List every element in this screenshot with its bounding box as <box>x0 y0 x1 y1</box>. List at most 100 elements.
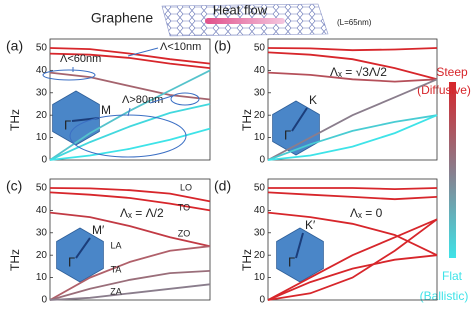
dispersion-branch <box>49 52 211 69</box>
material-label: Graphene <box>91 10 153 26</box>
path-arrow <box>75 237 91 259</box>
branch-label: LO <box>180 182 192 192</box>
panel-label: (d) <box>214 178 231 194</box>
brillouin-zone <box>56 227 104 283</box>
y-tick-label: 40 <box>36 65 48 76</box>
colorbar-top: Steep <box>436 65 468 79</box>
dispersion-branch <box>49 47 211 65</box>
pointer <box>127 47 159 57</box>
axes-frame <box>267 38 438 161</box>
dispersion-branch <box>49 187 211 203</box>
dispersion-branch <box>267 254 438 301</box>
colorbar-top-note: (Diffusive) <box>417 83 471 97</box>
branch-label: TA <box>111 264 122 274</box>
brillouin-zone <box>276 227 324 283</box>
dispersion-branch <box>49 211 211 248</box>
inset-start: Γ <box>288 254 295 269</box>
heat-flow-arrow <box>205 18 285 24</box>
y-tick-label: 50 <box>254 43 266 54</box>
colorbar-bottom-note: (Ballistic) <box>420 289 469 303</box>
y-tick-label: 10 <box>254 272 266 283</box>
y-tick-label: 10 <box>254 132 266 143</box>
dispersion-branch <box>49 103 211 161</box>
pointer <box>127 107 131 117</box>
annotation: Λ<10nm <box>160 41 201 53</box>
y-tick-label: 0 <box>41 155 47 166</box>
inset-start: Γ <box>68 254 75 269</box>
flow-label: Heat flow <box>213 2 268 17</box>
path-arrow <box>291 107 308 132</box>
y-tick-label: 20 <box>254 110 266 121</box>
dispersion-branch <box>267 218 438 301</box>
dispersion-branch <box>267 51 438 81</box>
dispersion-branch <box>267 71 438 83</box>
y-tick-label: 30 <box>36 227 48 238</box>
y-axis-label: THz <box>8 249 22 271</box>
y-tick-label: 0 <box>259 155 265 166</box>
inset-end: M <box>101 103 111 117</box>
y-tick-label: 10 <box>36 272 48 283</box>
y-tick-label: 30 <box>36 87 48 98</box>
y-tick-label: 40 <box>254 205 266 216</box>
y-tick-label: 30 <box>254 87 266 98</box>
axes-frame <box>49 178 211 301</box>
inset-end: M′ <box>92 223 105 237</box>
panel-label: (a) <box>6 38 23 54</box>
y-axis-label: THz <box>240 109 254 131</box>
inset-end: K <box>309 93 317 107</box>
dispersion-branch <box>267 47 438 52</box>
annotation: Λ<60nm <box>60 53 101 65</box>
inset-start: Γ <box>64 117 71 132</box>
dispersion-branch <box>267 211 438 257</box>
y-tick-label: 0 <box>259 295 265 306</box>
inset-end: K′ <box>305 218 316 232</box>
pointer <box>149 95 173 104</box>
dispersion-branch <box>267 114 438 161</box>
dispersion-branch <box>267 218 438 301</box>
y-tick-label: 50 <box>36 183 48 194</box>
dispersion-branch <box>267 114 438 161</box>
dispersion-branch <box>49 245 211 301</box>
colorbar-bottom: Flat <box>442 269 463 283</box>
y-tick-label: 40 <box>254 65 266 76</box>
annotation: Λ>80nm <box>122 94 163 106</box>
y-tick-label: 40 <box>36 205 48 216</box>
y-tick-label: 50 <box>254 183 266 194</box>
annotation: Λₓ = √3Λ/2 <box>330 65 387 79</box>
annotation: Λₓ = Λ/2 <box>120 206 164 220</box>
y-tick-label: 20 <box>36 250 48 261</box>
annotation: Λₓ = 0 <box>350 206 383 220</box>
branch-label: ZO <box>178 228 191 238</box>
axes-frame <box>267 178 438 301</box>
panel-label: (b) <box>214 38 231 54</box>
dispersion-branch <box>49 283 211 301</box>
y-tick-label: 20 <box>254 250 266 261</box>
dispersion-branch <box>49 69 211 161</box>
path-arrow <box>295 232 304 259</box>
branch-label: ZA <box>110 286 122 296</box>
y-axis-label: THz <box>240 249 254 271</box>
y-tick-label: 50 <box>36 43 48 54</box>
dispersion-branch <box>267 78 438 161</box>
panel-label: (c) <box>6 178 22 194</box>
brillouin-zone <box>272 100 320 156</box>
y-tick-label: 20 <box>36 110 48 121</box>
colorbar <box>449 82 456 258</box>
dispersion-branch <box>268 187 438 191</box>
mfp-ellipse <box>42 69 96 81</box>
dispersion-branch <box>49 191 211 212</box>
branch-label: TO <box>178 202 190 212</box>
dispersion-branch <box>267 191 438 201</box>
length-label: (L=65nm) <box>337 18 372 27</box>
mfp-ellipse <box>170 92 200 106</box>
branch-label: LA <box>110 240 121 250</box>
dispersion-branch <box>49 71 211 101</box>
inset-start: Γ <box>284 127 291 142</box>
dispersion-branch <box>49 127 211 161</box>
dispersion-branch <box>49 270 211 301</box>
y-tick-label: 0 <box>41 295 47 306</box>
y-tick-label: 30 <box>254 227 266 238</box>
y-axis-label: THz <box>8 109 22 131</box>
